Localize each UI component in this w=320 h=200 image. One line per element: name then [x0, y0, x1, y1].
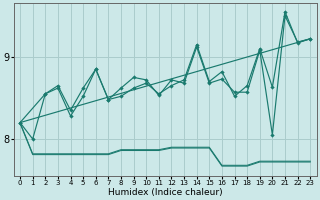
X-axis label: Humidex (Indice chaleur): Humidex (Indice chaleur): [108, 188, 222, 197]
